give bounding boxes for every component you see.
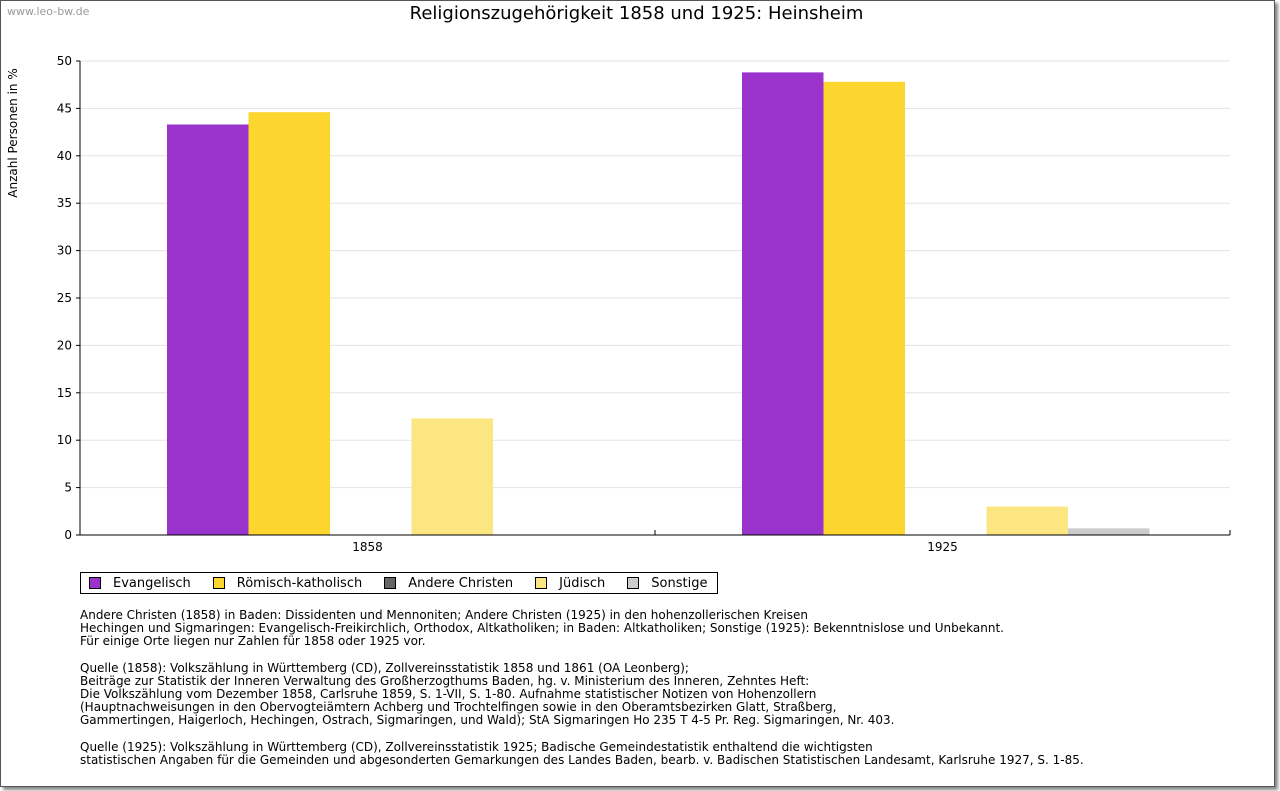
- y-tick-label: 0: [64, 528, 72, 542]
- legend-swatch: [89, 577, 101, 589]
- x-tick-label: 1925: [927, 540, 958, 554]
- watermark: www.leo-bw.de: [7, 5, 90, 18]
- note-line: Für einige Orte liegen nur Zahlen für 18…: [80, 634, 426, 649]
- chart-title: Religionszugehörigkeit 1858 und 1925: He…: [409, 3, 864, 24]
- y-tick-label: 45: [57, 101, 72, 115]
- bar: [986, 506, 1068, 535]
- y-tick-label: 30: [57, 244, 72, 258]
- legend-item: Jüdisch: [535, 576, 605, 591]
- note-line: Quelle (1858): Volkszählung in Württembe…: [80, 660, 689, 675]
- y-tick-label: 40: [57, 149, 72, 163]
- y-tick-label: 20: [57, 338, 72, 352]
- legend-item: Sonstige: [627, 576, 707, 591]
- y-tick-label: 10: [57, 433, 72, 447]
- legend-label: Sonstige: [651, 575, 708, 591]
- note-line: Gammertingen, Haigerloch, Hechingen, Ost…: [80, 713, 895, 728]
- notes: Andere Christen (1858) in Baden: Disside…: [80, 608, 1084, 780]
- legend: Evangelisch Römisch-katholisch Andere Chri…: [80, 572, 719, 594]
- bar: [742, 72, 824, 535]
- legend-swatch: [627, 577, 640, 589]
- y-tick-label: 15: [57, 386, 72, 400]
- legend-label: Andere Christen: [408, 575, 514, 591]
- legend-item: Andere Christen: [384, 576, 513, 591]
- note-line: Beiträge zur Statistik der Inneren Verwa…: [80, 673, 810, 688]
- legend-swatch: [384, 577, 397, 589]
- legend-swatch: [212, 577, 225, 589]
- note-block: Andere Christen (1858) in Baden: Disside…: [80, 608, 1084, 649]
- bar-chart: 0 5 10 15 20 25 30 35 40 45 50 1858 1925 Anzahl Perso…: [6, 54, 1231, 554]
- note-line: Hechingen und Sigmaringen: Evangelisch-F…: [80, 621, 1004, 636]
- legend-label: Jüdisch: [559, 575, 606, 591]
- bar: [1068, 528, 1150, 535]
- legend-item: Römisch-katholisch: [212, 575, 363, 591]
- y-axis-label: Anzahl Personen in %: [6, 68, 20, 198]
- note-line: statistischen Angaben für die Gemeinden …: [80, 752, 1084, 767]
- bar: [411, 418, 493, 535]
- note-block: Quelle (1858): Volkszählung in Württembe…: [80, 660, 1084, 728]
- note-line: Quelle (1925): Volkszählung in Württembe…: [80, 739, 873, 754]
- note-line: Andere Christen (1858) in Baden: Disside…: [80, 608, 808, 622]
- y-tick-label: 25: [57, 291, 72, 305]
- legend-label: Römisch-katholisch: [236, 575, 363, 591]
- note-block: Quelle (1925): Volkszählung in Württembe…: [80, 739, 1084, 767]
- y-tick-label: 5: [64, 481, 72, 495]
- bar: [167, 124, 249, 536]
- legend-label: Evangelisch: [113, 575, 191, 591]
- y-tick-label: 35: [57, 196, 72, 210]
- legend-swatch: [535, 577, 548, 589]
- bar: [823, 81, 905, 535]
- legend-item: Evangelisch: [89, 576, 191, 591]
- bar: [248, 112, 330, 535]
- x-tick-label: 1858: [352, 540, 383, 554]
- y-tick-label: 50: [57, 54, 72, 68]
- note-line: (Hauptnachweisungen in den Obervogteiämt…: [80, 700, 837, 715]
- note-line: Die Volkszählung vom Dezember 1858, Carl…: [80, 687, 817, 702]
